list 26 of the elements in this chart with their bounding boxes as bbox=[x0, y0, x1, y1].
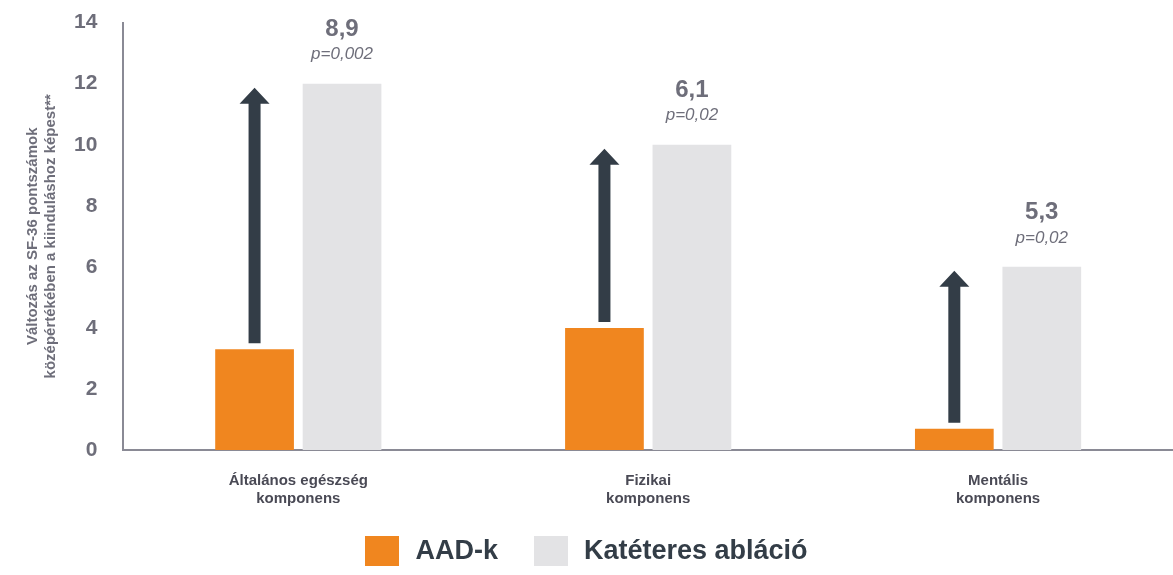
bar bbox=[652, 144, 732, 450]
annotation: 5,3 bbox=[1025, 197, 1059, 225]
y-tick-label: 12 bbox=[74, 70, 98, 94]
y-tick-label: 6 bbox=[85, 253, 98, 277]
y-tick-label: 14 bbox=[74, 9, 98, 33]
bar bbox=[215, 349, 294, 450]
annotation: 8,9 bbox=[325, 14, 359, 42]
legend-label: AAD-k bbox=[415, 535, 498, 566]
x-tick-label: Fizikai komponens bbox=[606, 471, 691, 507]
bar bbox=[302, 83, 382, 450]
annotation: p=0,002 bbox=[310, 44, 374, 64]
x-tick-label: Mentális komponens bbox=[955, 471, 1041, 507]
bar bbox=[1002, 266, 1082, 450]
y-tick-label: 0 bbox=[85, 436, 98, 460]
annotation: 6,1 bbox=[675, 75, 709, 103]
y-tick-label: 10 bbox=[74, 131, 98, 155]
y-tick-label: 8 bbox=[85, 192, 98, 216]
y-tick-label: 2 bbox=[85, 375, 98, 399]
annotation: p=0,02 bbox=[1014, 227, 1069, 247]
legend-label: Katéteres abláció bbox=[583, 535, 808, 566]
y-axis-title: Változás az SF-36 pontszámok középértékében a kiinduláshoz képest** bbox=[23, 94, 59, 379]
annotation: p=0,02 bbox=[664, 105, 719, 125]
bar bbox=[565, 327, 644, 450]
bar bbox=[914, 428, 994, 450]
x-tick-label: Általános egészség komponens bbox=[228, 471, 368, 507]
y-tick-label: 4 bbox=[85, 314, 98, 338]
